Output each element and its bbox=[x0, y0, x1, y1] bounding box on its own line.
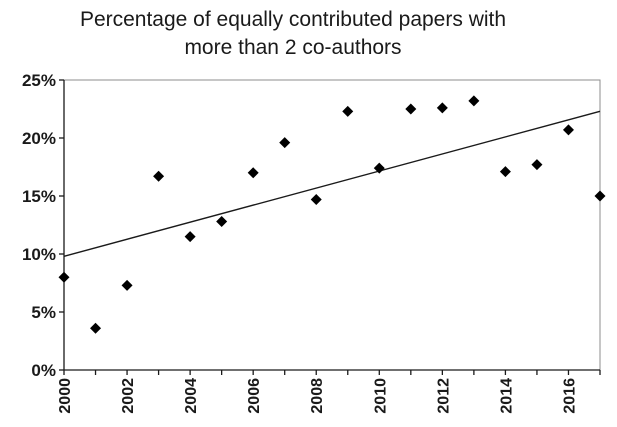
data-point-2003 bbox=[153, 170, 165, 182]
y-tick-label: 5% bbox=[31, 303, 56, 322]
x-tick-label: 2016 bbox=[561, 378, 578, 414]
data-point-2013 bbox=[468, 95, 480, 107]
data-points bbox=[58, 95, 606, 334]
data-point-2006 bbox=[247, 167, 259, 179]
y-tick-label: 0% bbox=[31, 361, 56, 380]
x-tick-label: 2014 bbox=[498, 378, 515, 414]
x-tick-label: 2008 bbox=[309, 378, 326, 414]
data-point-2004 bbox=[184, 231, 196, 243]
plot-area-frame bbox=[63, 79, 601, 371]
data-point-2007 bbox=[279, 137, 291, 149]
x-tick-label: 2010 bbox=[372, 378, 389, 414]
data-point-2012 bbox=[436, 102, 448, 114]
x-axis-ticks: 2000 2002 2004 2006 2008 2010 2012 2014 2016 bbox=[57, 370, 601, 414]
chart-title-line-1: Percentage of equally contributed papers… bbox=[80, 8, 506, 31]
chart-title-line-2: more than 2 co-authors bbox=[184, 36, 401, 59]
data-point-2014 bbox=[499, 166, 511, 178]
data-point-2005 bbox=[216, 216, 228, 228]
y-tick-label: 20% bbox=[22, 129, 56, 148]
data-point-2008 bbox=[310, 193, 322, 205]
trendline bbox=[63, 110, 601, 257]
data-point-2002 bbox=[121, 279, 133, 291]
data-point-2011 bbox=[405, 103, 417, 115]
x-tick-label: 2000 bbox=[57, 378, 74, 414]
y-axis-ticks: 0% 5% 10% 15% 20% 25% bbox=[22, 71, 64, 380]
y-tick-label: 15% bbox=[22, 187, 56, 206]
x-tick-label: 2002 bbox=[120, 378, 137, 414]
x-tick-label: 2006 bbox=[246, 378, 263, 414]
data-point-2001 bbox=[90, 322, 102, 334]
data-point-2010 bbox=[373, 162, 385, 174]
trendline-layer bbox=[63, 110, 601, 257]
data-point-2009 bbox=[342, 105, 354, 117]
data-point-2017 bbox=[594, 190, 606, 202]
data-point-2016 bbox=[562, 124, 574, 136]
data-point-2015 bbox=[531, 159, 543, 171]
x-tick-label: 2004 bbox=[183, 378, 200, 414]
y-tick-label: 10% bbox=[22, 245, 56, 264]
y-tick-label: 25% bbox=[22, 71, 56, 90]
x-tick-label: 2012 bbox=[435, 378, 452, 414]
data-point-2000 bbox=[58, 271, 70, 283]
